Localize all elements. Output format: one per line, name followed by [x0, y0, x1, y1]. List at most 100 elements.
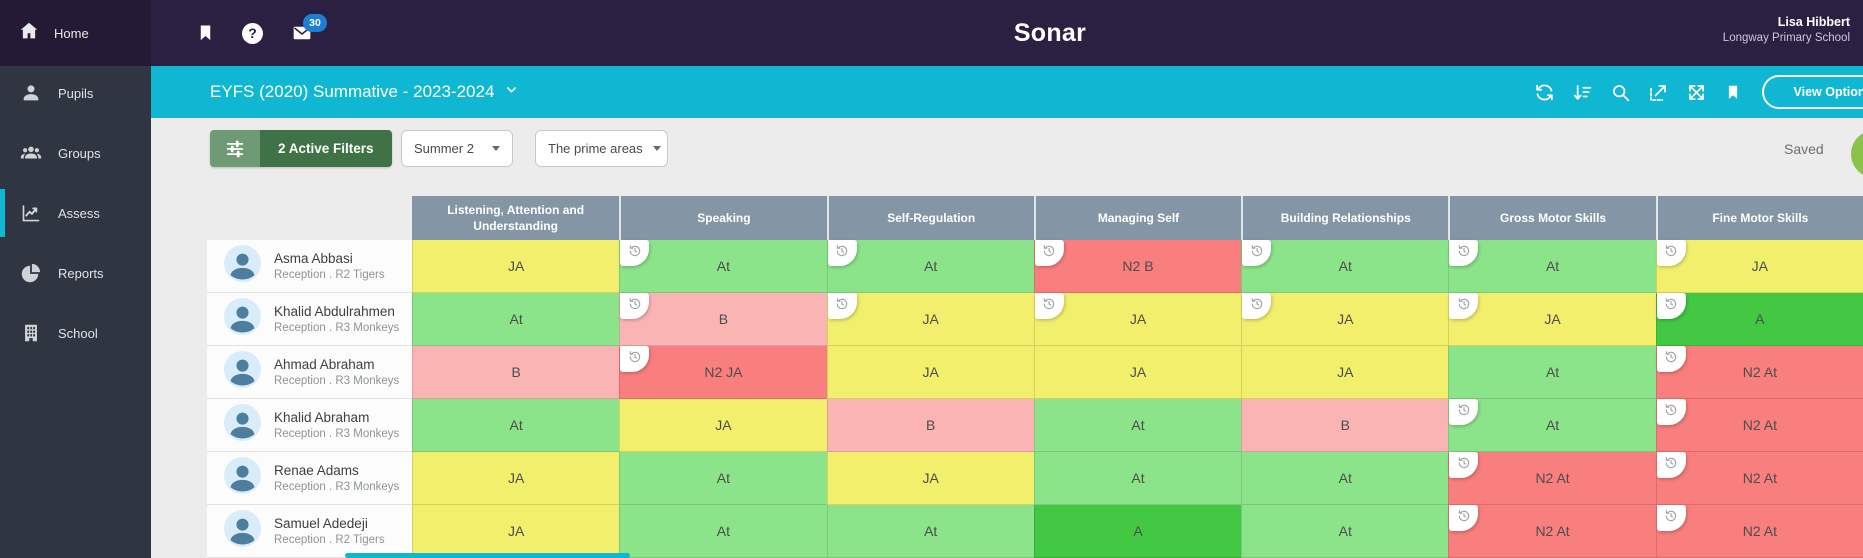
- transfer-icon[interactable]: [1648, 82, 1669, 103]
- assessment-cell[interactable]: At: [1448, 240, 1656, 293]
- history-icon[interactable]: [1656, 293, 1686, 319]
- assessment-cell[interactable]: At: [619, 505, 827, 558]
- assessment-title-dropdown[interactable]: EYFS (2020) Summative - 2023-2024: [210, 66, 519, 118]
- bookmark-icon[interactable]: [196, 22, 215, 44]
- assessment-cell[interactable]: At: [412, 293, 620, 346]
- horizontal-scrollbar-thumb[interactable]: [345, 553, 630, 558]
- search-icon[interactable]: [1610, 82, 1631, 103]
- assessment-cell[interactable]: JA: [412, 452, 620, 505]
- help-icon[interactable]: ?: [242, 22, 263, 44]
- history-icon[interactable]: [620, 240, 650, 266]
- column-header[interactable]: Listening, Attention and Understanding: [412, 196, 620, 240]
- sidebar-item-school[interactable]: School: [0, 309, 151, 357]
- assessment-cell[interactable]: A: [1033, 505, 1242, 558]
- view-options-button[interactable]: View Options: [1762, 75, 1863, 109]
- assessment-cell[interactable]: At: [1241, 240, 1449, 293]
- area-dropdown[interactable]: The prime areas: [535, 130, 668, 167]
- history-icon[interactable]: [1034, 293, 1064, 319]
- history-icon[interactable]: [1656, 505, 1686, 531]
- history-icon[interactable]: [1242, 240, 1272, 266]
- column-header[interactable]: Gross Motor Skills: [1448, 196, 1656, 240]
- bookmark-teal-icon[interactable]: [1724, 82, 1742, 103]
- column-header[interactable]: Managing Self: [1033, 196, 1242, 240]
- assessment-cell[interactable]: JA: [1448, 293, 1656, 346]
- pupil-cell[interactable]: Samuel Adedeji Reception . R2 Tigers: [207, 505, 412, 558]
- history-icon[interactable]: [1034, 240, 1064, 266]
- assessment-cell[interactable]: B: [826, 399, 1034, 452]
- assessment-cell[interactable]: JA: [1033, 346, 1242, 399]
- assessment-cell[interactable]: JA: [826, 452, 1034, 505]
- assessment-cell[interactable]: N2 At: [1448, 452, 1656, 505]
- history-icon[interactable]: [1656, 452, 1686, 478]
- assessment-cell[interactable]: N2 JA: [619, 346, 827, 399]
- assessment-cell[interactable]: B: [1241, 399, 1449, 452]
- history-icon[interactable]: [620, 293, 650, 319]
- assessment-cell[interactable]: N2 At: [1655, 346, 1863, 399]
- history-icon[interactable]: [1449, 452, 1479, 478]
- expand-icon[interactable]: [1686, 82, 1707, 103]
- sidebar-item-pupils[interactable]: Pupils: [0, 69, 151, 117]
- pupil-cell[interactable]: Ahmad Abraham Reception . R3 Monkeys: [207, 346, 412, 399]
- term-dropdown[interactable]: Summer 2: [401, 130, 513, 167]
- assessment-cell[interactable]: At: [826, 240, 1034, 293]
- assessment-cell[interactable]: JA: [826, 293, 1034, 346]
- assessment-cell[interactable]: N2 B: [1033, 240, 1242, 293]
- assessment-cell[interactable]: N2 At: [1448, 505, 1656, 558]
- pupil-avatar-icon: [224, 351, 261, 393]
- mail-icon[interactable]: 30: [290, 14, 327, 43]
- column-header[interactable]: Building Relationships: [1241, 196, 1449, 240]
- sidebar-item-groups[interactable]: Groups: [0, 129, 151, 177]
- sidebar-item-home[interactable]: Home: [0, 0, 151, 66]
- assessment-cell[interactable]: At: [826, 505, 1034, 558]
- assessment-cell[interactable]: A: [1655, 293, 1863, 346]
- assessment-cell[interactable]: B: [619, 293, 827, 346]
- history-icon[interactable]: [1656, 346, 1686, 372]
- pupil-cell[interactable]: Khalid Abdulrahmen Reception . R3 Monkey…: [207, 293, 412, 346]
- history-icon[interactable]: [1656, 240, 1686, 266]
- assessment-cell[interactable]: JA: [826, 346, 1034, 399]
- active-filters-button[interactable]: 2 Active Filters: [210, 130, 392, 167]
- assessment-cell[interactable]: N2 At: [1655, 505, 1863, 558]
- history-icon[interactable]: [827, 293, 857, 319]
- history-icon[interactable]: [1449, 505, 1479, 531]
- assessment-cell[interactable]: At: [1033, 399, 1242, 452]
- assessment-cell[interactable]: At: [619, 452, 827, 505]
- user-info[interactable]: Lisa Hibbert Longway Primary School: [1723, 15, 1850, 44]
- sidebar-item-assess[interactable]: Assess: [0, 189, 151, 237]
- assessment-cell[interactable]: At: [1241, 505, 1449, 558]
- sidebar-item-reports[interactable]: Reports: [0, 249, 151, 297]
- column-header[interactable]: Self-Regulation: [826, 196, 1034, 240]
- assessment-cell[interactable]: JA: [1241, 293, 1449, 346]
- assessment-value: At: [716, 470, 731, 486]
- assessment-cell[interactable]: At: [1241, 452, 1449, 505]
- assessment-cell[interactable]: At: [1033, 452, 1242, 505]
- assessment-cell[interactable]: N2 At: [1655, 399, 1863, 452]
- column-header[interactable]: Fine Motor Skills: [1655, 196, 1863, 240]
- history-icon[interactable]: [620, 346, 650, 372]
- sort-icon[interactable]: [1572, 82, 1593, 103]
- assessment-cell[interactable]: N2 At: [1655, 452, 1863, 505]
- pupil-cell[interactable]: Renae Adams Reception . R3 Monkeys: [207, 452, 412, 505]
- refresh-icon[interactable]: [1534, 82, 1555, 103]
- assessment-cell[interactable]: JA: [1033, 293, 1242, 346]
- pupil-cell[interactable]: Khalid Abraham Reception . R3 Monkeys: [207, 399, 412, 452]
- history-icon[interactable]: [1242, 293, 1272, 319]
- history-icon[interactable]: [1656, 399, 1686, 425]
- assessment-cell[interactable]: JA: [1655, 240, 1863, 293]
- assessment-cell[interactable]: JA: [412, 240, 620, 293]
- assessment-cell[interactable]: At: [1448, 399, 1656, 452]
- assessment-cell[interactable]: At: [1448, 346, 1656, 399]
- assessment-cell[interactable]: B: [412, 346, 620, 399]
- pupil-cell[interactable]: Asma Abbasi Reception . R2 Tigers: [207, 240, 412, 293]
- assessment-cell[interactable]: JA: [619, 399, 827, 452]
- assessment-cell[interactable]: JA: [1241, 346, 1449, 399]
- history-icon[interactable]: [1449, 240, 1479, 266]
- assessment-cell[interactable]: At: [412, 399, 620, 452]
- column-header[interactable]: Speaking: [619, 196, 827, 240]
- history-icon[interactable]: [1449, 399, 1479, 425]
- history-icon[interactable]: [1449, 293, 1479, 319]
- saved-indicator: [1851, 130, 1863, 178]
- assessment-cell[interactable]: At: [619, 240, 827, 293]
- assessment-cell[interactable]: JA: [412, 505, 620, 558]
- history-icon[interactable]: [827, 240, 857, 266]
